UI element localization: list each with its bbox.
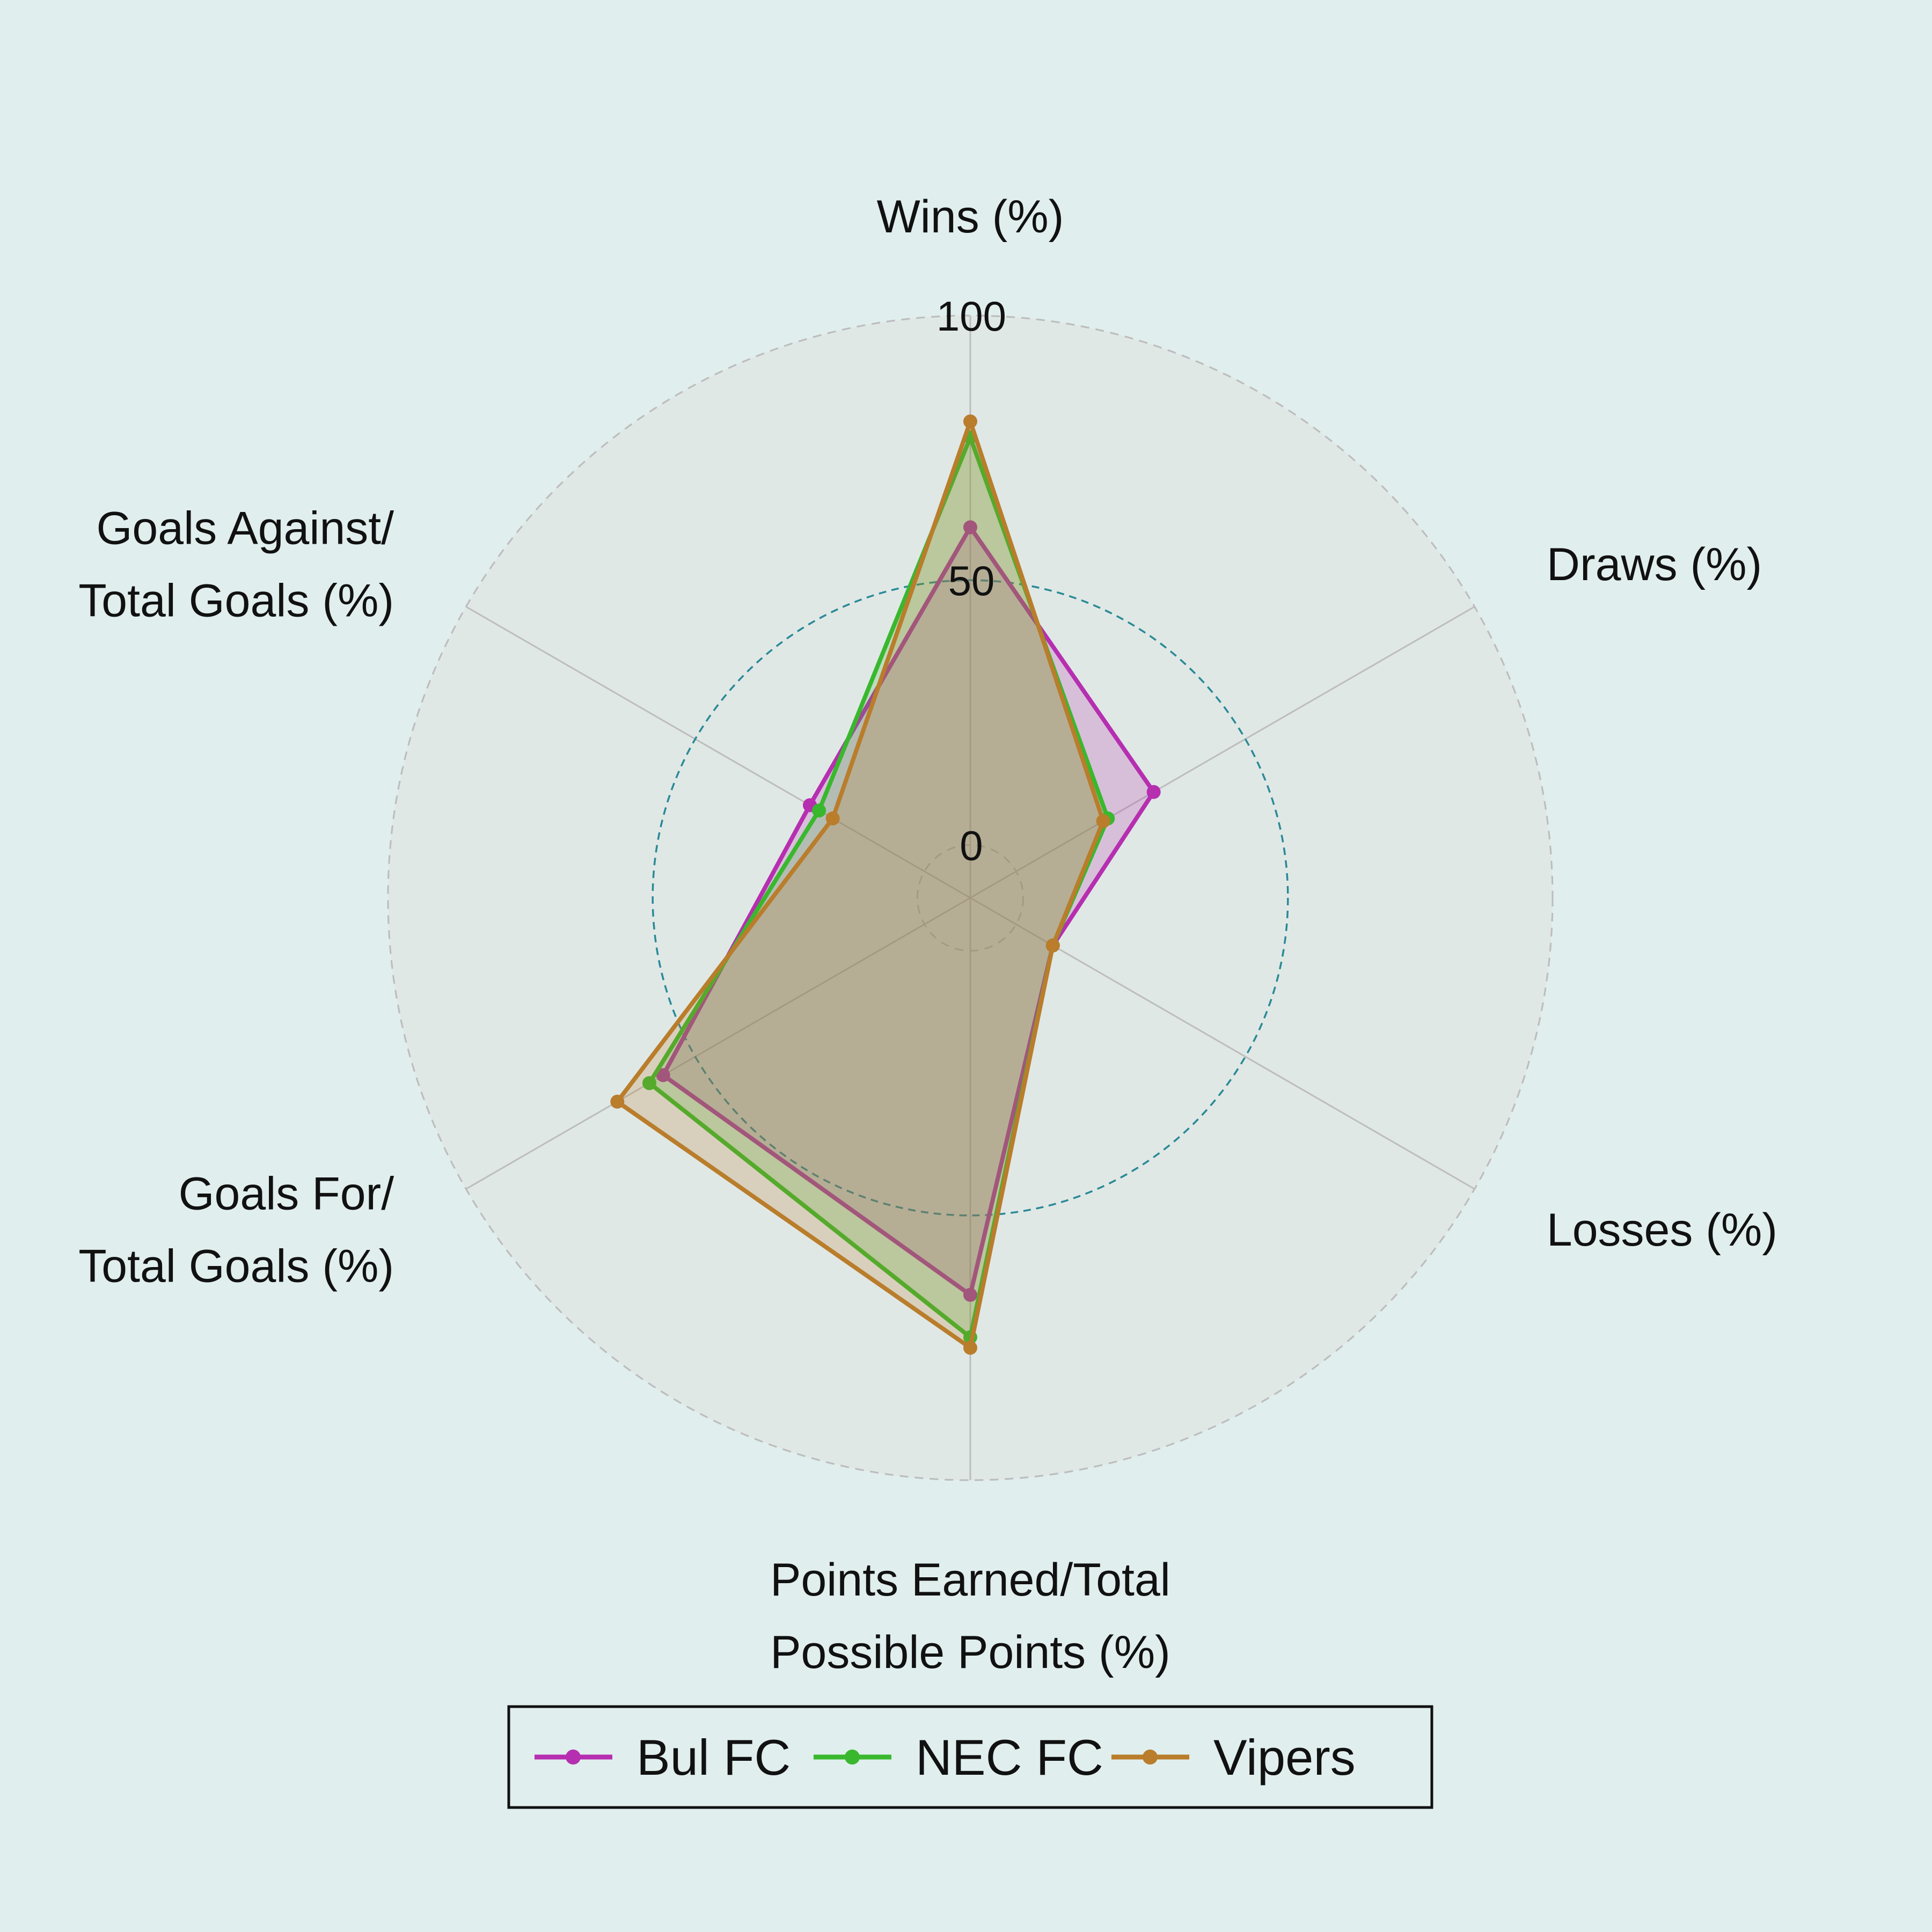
data-point bbox=[656, 1068, 670, 1082]
outer-ring bbox=[387, 314, 1554, 1481]
legend-label: NEC FC bbox=[916, 1729, 1103, 1785]
data-point bbox=[963, 520, 977, 535]
data-point bbox=[812, 803, 826, 818]
data-point bbox=[1146, 785, 1161, 799]
axis-label-line: Possible Points (%) bbox=[770, 1627, 1170, 1678]
axis-label-line: Goals Against/ bbox=[97, 503, 394, 554]
legend-swatch-marker bbox=[845, 1750, 860, 1765]
spoke-line bbox=[970, 606, 1475, 899]
highlight-ring bbox=[652, 579, 1289, 1217]
axis-label-line: Draws (%) bbox=[1547, 539, 1762, 590]
data-point bbox=[610, 1094, 625, 1109]
radial-tick-label: 100 bbox=[936, 292, 1006, 340]
label-layer: 0 50 100 Wins (%) Draws (%) Losses (%) Points … bbox=[78, 191, 1777, 1678]
spoke-line bbox=[465, 897, 971, 1190]
radial-tick-label: 50 bbox=[948, 557, 995, 604]
legend-box bbox=[507, 1705, 1433, 1809]
legend-label: Vipers bbox=[1213, 1729, 1356, 1785]
data-point bbox=[825, 811, 840, 825]
legend-label: Bul FC bbox=[636, 1729, 791, 1785]
axis-label-line: Total Goals (%) bbox=[78, 575, 394, 627]
axis-label-line: Wins (%) bbox=[877, 191, 1064, 243]
legend-swatch-marker bbox=[566, 1750, 581, 1765]
axis-label-line: Goals For/ bbox=[179, 1168, 394, 1220]
data-point bbox=[963, 414, 977, 429]
spoke-line bbox=[465, 606, 971, 899]
axis-label: Wins (%) bbox=[877, 191, 1064, 243]
data-point bbox=[642, 1076, 656, 1091]
axis-label: Losses (%) bbox=[1547, 1204, 1777, 1256]
data-point bbox=[963, 1341, 977, 1355]
axis-label: Goals For/Total Goals (%) bbox=[78, 1168, 394, 1292]
data-point bbox=[963, 1287, 977, 1302]
radial-tick-label: 0 bbox=[960, 822, 983, 869]
data-point bbox=[1096, 814, 1110, 828]
series-layer bbox=[610, 414, 1161, 1355]
legend: Bul FC NEC FC Vipers bbox=[507, 1705, 1433, 1809]
axis-label-line: Total Goals (%) bbox=[78, 1241, 394, 1292]
axis-label-line: Losses (%) bbox=[1547, 1204, 1777, 1256]
grid-layer bbox=[387, 314, 1554, 1481]
axis-label: Draws (%) bbox=[1547, 539, 1762, 590]
legend-swatch-marker bbox=[1143, 1750, 1158, 1765]
data-point bbox=[1045, 938, 1060, 953]
grid-ring bbox=[916, 844, 1024, 952]
axis-label-line: Points Earned/Total bbox=[770, 1554, 1170, 1606]
axis-label: Goals Against/Total Goals (%) bbox=[78, 503, 394, 627]
axis-label: Points Earned/Total Possible Points (%) bbox=[770, 1554, 1170, 1678]
